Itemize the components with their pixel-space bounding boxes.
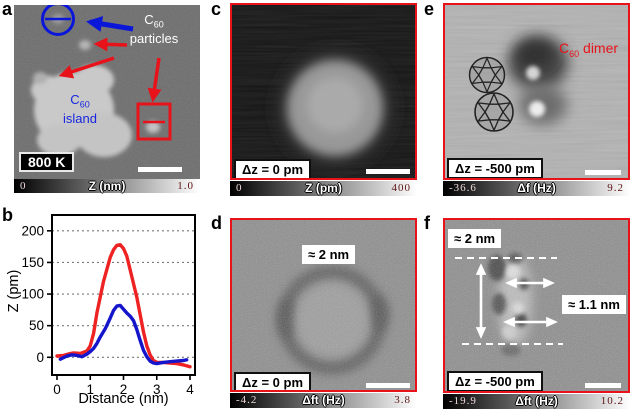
x-tick-label: 3 xyxy=(153,382,161,397)
panel-label-d: d xyxy=(211,213,222,233)
panel-label-a: a xyxy=(2,0,13,19)
tip-offset-badge: Δz = -500 pm xyxy=(447,158,543,178)
fullerene-model-lower xyxy=(474,92,514,132)
height-annotation: ≈ 2 nm xyxy=(448,229,502,248)
tip-offset-badge: Δz = 0 pm xyxy=(234,372,312,390)
colorbar-f-min: -19.9 xyxy=(449,395,477,407)
colorbar-e: -36.6 Δf (Hz) 9.2 xyxy=(443,181,630,196)
colorbar-c-max: 400 xyxy=(391,182,411,194)
dimer-dark-core xyxy=(517,41,553,69)
size-annotation: ≈ 2 nm xyxy=(302,245,356,264)
y-tick-label: 200 xyxy=(21,223,44,238)
red-arrow-3 xyxy=(147,57,162,103)
series-line-1 xyxy=(58,303,189,366)
colorbar-d: -4.2 Δft (Hz) 3.8 xyxy=(230,393,417,408)
dimer-image-graphic xyxy=(445,5,628,178)
panel-a-stm-image: C60 particles C60 island 800 K xyxy=(14,5,200,179)
x-tick-label: 0 xyxy=(53,382,61,397)
colorbar-d-title: Δft (Hz) xyxy=(302,393,345,407)
fullerene-model-upper xyxy=(468,56,506,94)
y-tick-label: 100 xyxy=(21,287,44,302)
tip-offset-badge: Δz = 0 pm xyxy=(234,159,312,178)
y-tick-label: 50 xyxy=(29,318,44,333)
colorbar-f-max: 10.2 xyxy=(600,395,624,407)
c60-particles-shapes xyxy=(33,14,160,133)
colorbar-c: 0 Z (pm) 400 xyxy=(230,181,417,196)
particles-annotation-formula: C60 xyxy=(144,12,164,30)
scale-bar xyxy=(585,383,621,388)
dimer-annotation: C60 dimer xyxy=(559,40,619,59)
red-square-marker xyxy=(136,102,172,141)
panel-c-afm-image: Δz = 0 pm xyxy=(230,3,417,180)
colorbar-a-max: 1.0 xyxy=(177,180,194,192)
colorbar-a-min: 0 xyxy=(20,180,27,192)
colorbar-e-title: Δf (Hz) xyxy=(517,181,556,195)
colorbar-d-max: 3.8 xyxy=(394,394,411,406)
x-tick-label: 1 xyxy=(86,382,94,397)
colorbar-f: -19.9 Δft (Hz) 10.2 xyxy=(443,394,630,409)
x-axis-label: Distance (nm) xyxy=(78,391,169,407)
colorbar-c-title: Z (pm) xyxy=(305,181,342,195)
panel-f-afm-image: ≈ 2 nm ≈ 1.1 nm Δz = -500 pm xyxy=(443,218,630,393)
red-arrow-1 xyxy=(93,37,128,52)
scale-bar xyxy=(366,383,410,388)
blue-arrow xyxy=(86,16,134,32)
dimer-closeup-graphic xyxy=(445,220,628,391)
colorbar-e-max: 9.2 xyxy=(607,182,624,194)
x-tick-label: 2 xyxy=(120,382,128,397)
colorbar-e-min: -36.6 xyxy=(449,182,477,194)
scale-bar xyxy=(366,169,410,174)
particles-annotation: C60 particles xyxy=(129,12,179,46)
width-annotation: ≈ 1.1 nm xyxy=(562,295,626,314)
dimer-bright-spot-upper xyxy=(526,66,540,80)
afm-topography-graphic xyxy=(232,5,415,178)
panel-e-afm-image: C60 dimer Δz = -500 pm xyxy=(443,3,630,180)
y-tick-label: 0 xyxy=(36,350,44,365)
colorbar-a: 0 Z (nm) 1.0 xyxy=(14,179,200,193)
tip-offset-badge: Δz = -500 pm xyxy=(447,371,543,391)
island-annotation: C60 island xyxy=(63,92,97,126)
colorbar-f-title: Δft (Hz) xyxy=(515,394,558,408)
colorbar-c-min: 0 xyxy=(236,182,243,194)
temperature-badge: 800 K xyxy=(19,152,75,172)
panel-label-b: b xyxy=(2,205,13,225)
dimer-annotation-formula: C60 xyxy=(559,40,580,59)
particle-core xyxy=(307,77,363,133)
y-axis-label: Z (pm) xyxy=(6,269,22,313)
colorbar-d-min: -4.2 xyxy=(236,394,258,406)
red-arrow-2 xyxy=(58,56,115,79)
frequency-shift-graphic xyxy=(232,220,415,390)
plot-frame xyxy=(51,214,196,376)
x-tick-label: 4 xyxy=(186,382,194,397)
island-annotation-formula: C60 xyxy=(70,92,90,110)
dimer-bright-spot-lower xyxy=(529,101,545,117)
line-profile-chart: 0 50 100 150 200 0 1 2 3 4 xyxy=(21,214,196,397)
panel-label-c: c xyxy=(211,0,222,19)
panel-label-e: e xyxy=(424,0,435,19)
colorbar-a-title: Z (nm) xyxy=(88,179,126,193)
blue-circle-marker xyxy=(41,5,75,36)
stm-topography-graphic xyxy=(14,5,200,179)
scale-bar xyxy=(138,167,182,172)
panel-d-afm-image: ≈ 2 nm Δz = 0 pm xyxy=(230,218,417,392)
panel-label-f: f xyxy=(424,213,430,233)
scale-bar xyxy=(585,170,621,175)
c60-island-shape xyxy=(31,65,132,157)
y-tick-label: 150 xyxy=(21,255,44,270)
